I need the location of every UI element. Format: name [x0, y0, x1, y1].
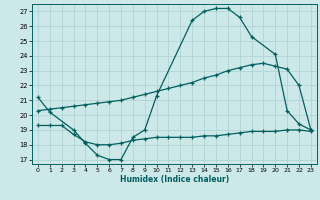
X-axis label: Humidex (Indice chaleur): Humidex (Indice chaleur)	[120, 175, 229, 184]
